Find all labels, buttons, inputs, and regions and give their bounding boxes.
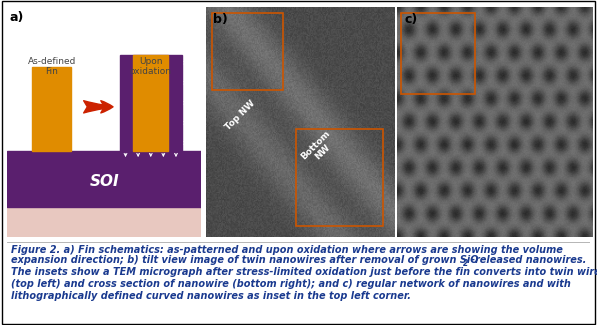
Bar xyxy=(401,13,475,94)
Text: Upon
oxidation: Upon oxidation xyxy=(130,57,172,76)
Bar xyxy=(133,55,168,151)
Text: c): c) xyxy=(405,13,418,26)
Text: -released nanowires.: -released nanowires. xyxy=(471,255,586,266)
Text: 2: 2 xyxy=(463,259,468,268)
Text: Bottom
NW: Bottom NW xyxy=(298,129,339,169)
Text: b): b) xyxy=(214,13,228,26)
Text: As-defined
Fin: As-defined Fin xyxy=(27,57,76,76)
Text: a): a) xyxy=(9,10,23,23)
Text: lithographically defined curved nanowires as inset in the top left corner.: lithographically defined curved nanowire… xyxy=(11,292,411,301)
Bar xyxy=(120,55,182,151)
Text: expansion direction; b) tilt view image of twin nanowires after removal of grown: expansion direction; b) tilt view image … xyxy=(11,255,479,266)
Bar xyxy=(7,207,201,237)
Bar xyxy=(211,13,283,90)
Text: Top NW: Top NW xyxy=(223,99,257,132)
Bar xyxy=(296,129,383,226)
Bar xyxy=(7,151,201,207)
Text: SOI: SOI xyxy=(90,174,119,188)
Text: (top left) and cross section of nanowire (bottom right); and c) regular network : (top left) and cross section of nanowire… xyxy=(11,280,571,290)
Text: The insets show a TEM micrograph after stress-limited oxidation just before the : The insets show a TEM micrograph after s… xyxy=(11,267,597,278)
Text: Figure 2. a) Fin schematics: as-patterned and upon oxidation where arrows are sh: Figure 2. a) Fin schematics: as-patterne… xyxy=(11,245,563,255)
Bar xyxy=(32,67,71,151)
